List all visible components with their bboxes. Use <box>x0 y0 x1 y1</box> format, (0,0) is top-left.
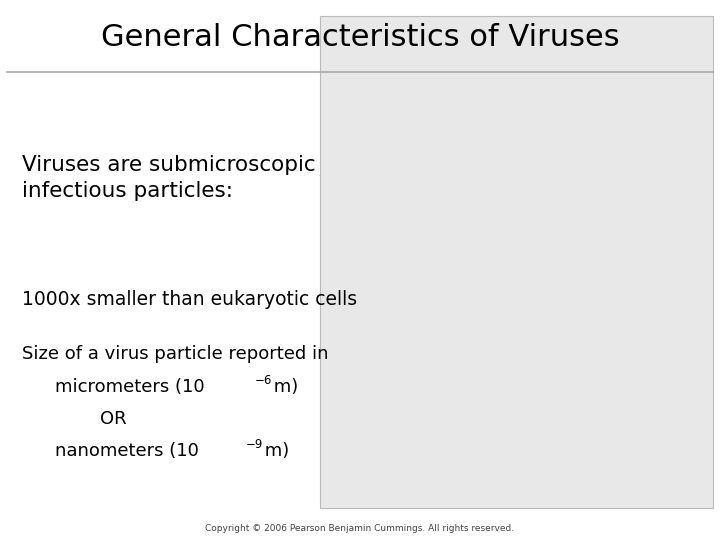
Text: Size of a virus particle reported in: Size of a virus particle reported in <box>22 345 328 363</box>
Text: micrometers (10: micrometers (10 <box>55 378 204 396</box>
Text: Viruses are submicroscopic
infectious particles:: Viruses are submicroscopic infectious pa… <box>22 155 315 200</box>
Text: 1000x smaller than eukaryotic cells: 1000x smaller than eukaryotic cells <box>22 290 357 309</box>
Text: −6: −6 <box>255 374 272 387</box>
Text: Copyright © 2006 Pearson Benjamin Cummings. All rights reserved.: Copyright © 2006 Pearson Benjamin Cummin… <box>205 524 515 533</box>
Text: m): m) <box>268 378 298 396</box>
Text: General Characteristics of Viruses: General Characteristics of Viruses <box>101 24 619 52</box>
Bar <box>320 16 713 508</box>
Text: m): m) <box>259 442 289 460</box>
Text: −9: −9 <box>246 438 264 451</box>
Text: OR: OR <box>100 410 127 428</box>
Text: nanometers (10: nanometers (10 <box>55 442 199 460</box>
